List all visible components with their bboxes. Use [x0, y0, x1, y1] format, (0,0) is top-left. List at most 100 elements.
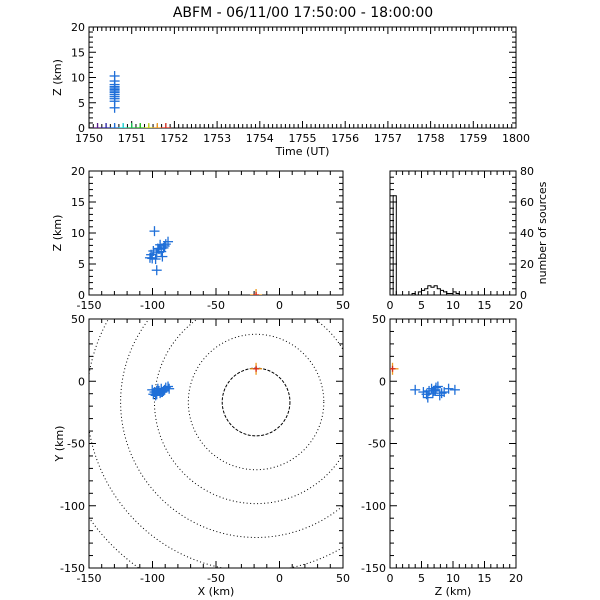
ytick-label: 20: [71, 165, 85, 178]
panel-z-y: 0 5 10 15 20 -150 -100 -50 0 50 Z (km): [361, 313, 523, 598]
ticks-x-y: [88, 318, 344, 569]
xtick-label: 20: [509, 299, 523, 312]
marks-x-y: [89, 319, 343, 568]
y-axis-label: Z (km): [51, 59, 64, 96]
xtick-label: -100: [140, 572, 165, 585]
ytick-label: 5: [78, 258, 85, 271]
xtick-label: 1751: [118, 132, 146, 145]
range-ring: [154, 319, 343, 505]
ticks-time-height: [88, 26, 517, 129]
panel-x-z: -150 -100 -50 0 50 0 5 10 15 20 Z (km): [51, 165, 350, 312]
frame-time-height: [88, 26, 517, 129]
ytick-label: 10: [71, 72, 85, 85]
time-marker: [126, 123, 137, 128]
frame-x-z: [88, 170, 344, 296]
source-point: [449, 384, 460, 395]
time-marker: [118, 123, 129, 128]
time-marker: [160, 123, 171, 128]
ytick-label: 40: [520, 227, 534, 240]
ytick-label: 0: [78, 375, 85, 388]
station-marker: [253, 292, 260, 295]
source-point: [109, 70, 120, 81]
panel-time-height: 1750 1751 1752 1753 1754 1755 1756 1757 1758 1759…: [51, 21, 530, 158]
source-point: [164, 383, 175, 394]
range-ring: [89, 319, 343, 568]
xtick-label: 0: [387, 572, 394, 585]
ytick-label: 60: [520, 196, 534, 209]
range-ring: [221, 367, 291, 437]
ytick-label: 0: [78, 122, 85, 135]
ytick-label: 0: [78, 289, 85, 302]
ytick-label: 50: [372, 313, 386, 326]
ytick-label: -50: [368, 438, 386, 451]
time-marker: [92, 123, 103, 128]
x-axis-label: Time (UT): [275, 145, 330, 158]
station-marker: [250, 289, 263, 295]
xtick-label: -150: [77, 299, 102, 312]
ticks-histogram: [389, 170, 517, 296]
xtick-label: 1757: [374, 132, 402, 145]
xtick-label: 1753: [203, 132, 231, 145]
range-ring: [89, 516, 140, 568]
frame-histogram: [389, 170, 517, 296]
xtick-label: 1756: [331, 132, 359, 145]
source-point: [151, 265, 162, 276]
time-marker: [101, 123, 112, 128]
source-point: [427, 388, 438, 399]
xtick-label: 20: [509, 572, 523, 585]
ytick-label: 80: [520, 165, 534, 178]
xtick-label: 15: [478, 572, 492, 585]
xtick-label: -150: [77, 572, 102, 585]
ticks-z-y: [389, 318, 517, 569]
xtick-label: 1750: [75, 132, 103, 145]
ytick-label: 15: [71, 46, 85, 59]
source-point: [410, 384, 421, 395]
time-marker: [152, 123, 163, 128]
panels: 1750 1751 1752 1753 1754 1755 1756 1757 1758 1759…: [51, 21, 550, 598]
xtick-label: -50: [207, 572, 225, 585]
source-point: [443, 383, 454, 394]
panel-x-y: -150 -100 -50 0 50 -150 -100 -50 0 50 X (km) Y (km): [53, 313, 350, 598]
xtick-label: 0: [387, 299, 394, 312]
xtick-label: 5: [418, 299, 425, 312]
x-axis-label: X (km): [198, 585, 235, 598]
range-ring: [187, 333, 325, 471]
ytick-label: 50: [71, 313, 85, 326]
time-marker: [109, 123, 120, 128]
xtick-label: 5: [418, 572, 425, 585]
xtick-label: 1800: [502, 132, 530, 145]
xtick-label: 0: [276, 299, 283, 312]
ticks-x-z: [88, 170, 344, 296]
station-marker: [253, 365, 260, 372]
source-point: [147, 384, 158, 395]
ytick-label: -150: [361, 562, 386, 575]
xtick-label: 10: [446, 299, 460, 312]
marks-time-height: [89, 70, 171, 128]
xtick-label: 1754: [246, 132, 274, 145]
xtick-label: 50: [336, 572, 350, 585]
source-point: [150, 390, 161, 401]
xtick-label: -100: [140, 299, 165, 312]
source-point: [149, 226, 160, 237]
xtick-label: 15: [478, 299, 492, 312]
xtick-label: -50: [207, 299, 225, 312]
xtick-label: 1752: [160, 132, 188, 145]
x-axis-label: Z (km): [435, 585, 472, 598]
xtick-label: 1755: [289, 132, 317, 145]
source-point: [156, 387, 167, 398]
source-point: [144, 252, 155, 263]
source-point: [157, 251, 168, 262]
y-axis-label: Y (km): [53, 426, 66, 463]
marks-z-y: [390, 362, 460, 403]
chart-title: ABFM - 06/11/00 17:50:00 - 18:00:00: [173, 5, 433, 21]
time-marker: [135, 123, 146, 128]
ytick-label: 15: [71, 196, 85, 209]
xtick-label: 50: [336, 299, 350, 312]
ytick-label: 20: [520, 258, 534, 271]
source-point: [159, 241, 170, 252]
y-axis-label: Z (km): [51, 215, 64, 252]
ytick-label: 10: [71, 227, 85, 240]
xtick-label: 1759: [459, 132, 487, 145]
